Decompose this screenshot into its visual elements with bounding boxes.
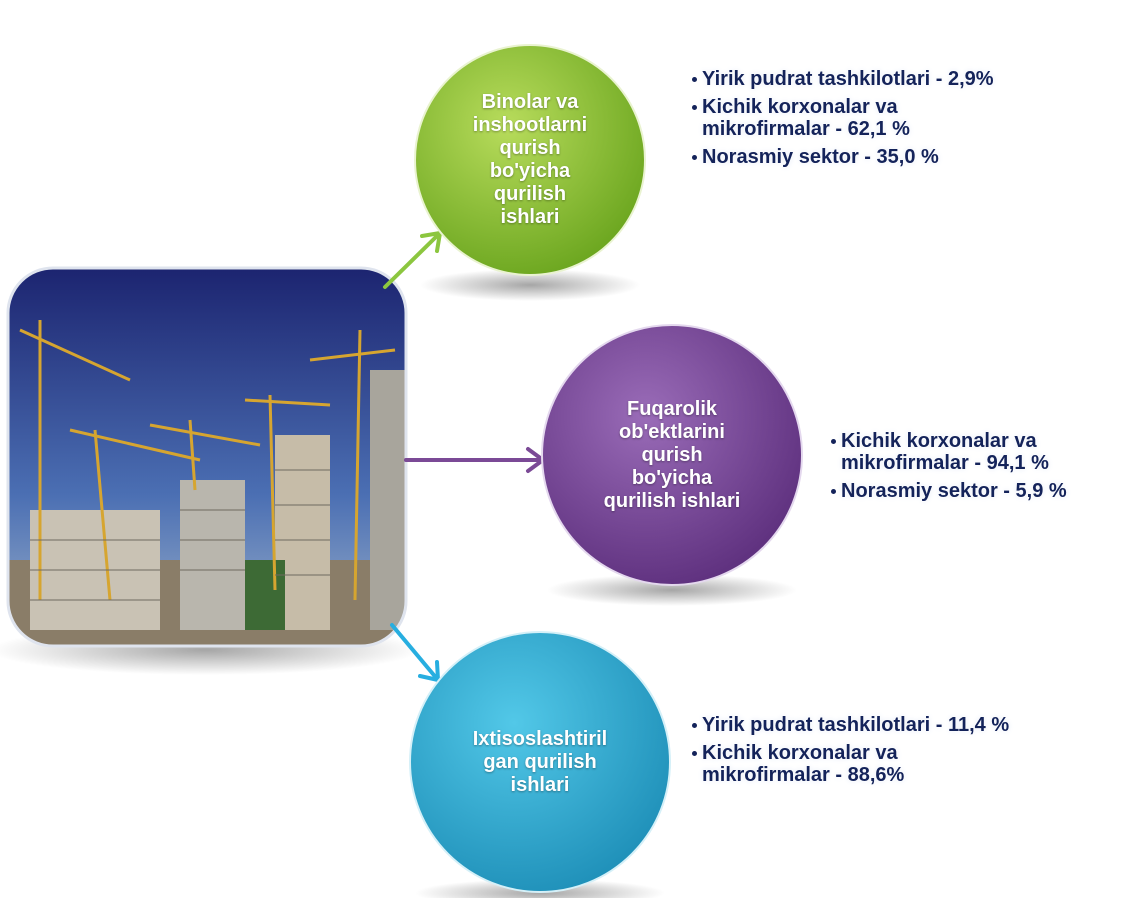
label-line: qurilish ishlari [603,489,741,512]
bullet [692,723,697,728]
bullet-item: Yirik pudrat tashkilotlari - 2,9% [690,68,1020,90]
label-line: qurish [641,443,703,466]
label-line: ishlari [500,206,560,228]
label-line: ishlari [510,773,570,796]
label-line: inshootlarni [472,114,588,136]
bullet-list: Yirik pudrat tashkilotlari - 11,4 % Kichi… [690,714,1020,792]
bullet [692,751,697,756]
label-line: ob'ektlarini [619,420,725,443]
bullet-item: Norasmiy sektor - 5,9 % [829,480,1144,502]
bullet-item: Kichik korxonalar va mikrofirmalar - 62,… [690,96,1020,140]
bullet-list: Kichik korxonalar va mikrofirmalar - 94,… [829,430,1144,508]
bullet-item: Kichik korxonalar va mikrofirmalar - 94,… [829,430,1144,474]
node-circle [541,324,803,586]
bullet [831,489,836,494]
label-line: qurilish [493,183,567,205]
bullet-list: Yirik pudrat tashkilotlari - 2,9% Kichik … [690,68,1020,174]
bullet [831,439,836,444]
bullet-item: Norasmiy sektor - 35,0 % [690,146,1020,168]
node-label: Fuqarolik ob'ektlarini qurish bo'yicha quril… [562,398,782,513]
item-text: Kichik korxonalar va mikrofirmalar - 94,… [841,430,1049,474]
label-line: gan qurilish [483,750,597,773]
bullet-item: Kichik korxonalar va mikrofirmalar - 88,… [690,742,1020,786]
item-text: Norasmiy sektor - 5,9 % [841,480,1067,502]
photo-frame [6,266,408,648]
label-line: Binolar va [481,91,579,113]
construction-photo [8,268,406,646]
label-line: Fuqarolik [626,397,717,420]
item-text: Yirik pudrat tashkilotlari - 2,9% [702,68,994,90]
item-text: Kichik korxonalar va mikrofirmalar - 88,… [702,742,905,786]
bullet [692,155,697,160]
shadow [547,574,797,606]
bullet-item: Yirik pudrat tashkilotlari - 11,4 % [690,714,1020,736]
node-circle [414,44,646,276]
item-text: Norasmiy sektor - 35,0 % [702,146,939,168]
label-line: Ixtisoslashtiril [472,727,608,750]
item-text: Yirik pudrat tashkilotlari - 11,4 % [702,714,1010,736]
arrow [404,447,545,473]
label-line: bo'yicha [631,466,713,489]
node-label: Binolar va inshootlarni qurish bo'yicha quri… [430,91,630,229]
bullet [692,105,697,110]
item-text: Kichik korxonalar va mikrofirmalar - 62,… [702,96,910,140]
node-circle [409,631,671,893]
node-label: Ixtisoslashtiril gan qurilish ishlari [430,728,650,797]
label-line: qurish [499,137,561,159]
label-line: bo'yicha [489,160,571,182]
bullet [692,77,697,82]
shadow [420,269,640,301]
